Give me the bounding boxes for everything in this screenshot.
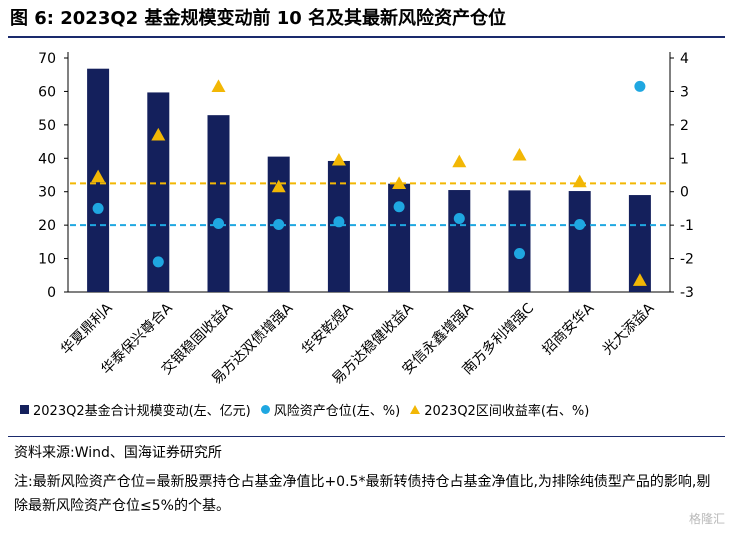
left-tick-label: 0 bbox=[47, 285, 56, 301]
left-tick-label: 20 bbox=[38, 218, 56, 234]
triangle-point bbox=[392, 176, 407, 189]
bar bbox=[207, 115, 230, 292]
dot-point bbox=[393, 201, 405, 213]
triangle-point bbox=[632, 273, 647, 286]
dot-point bbox=[213, 217, 224, 229]
dot-point bbox=[333, 216, 345, 228]
bar-series bbox=[87, 68, 651, 292]
triangle-point bbox=[331, 152, 346, 166]
category-label: 华安乾煜A bbox=[299, 300, 357, 358]
triangle-point bbox=[91, 169, 106, 183]
dot-point bbox=[634, 80, 646, 92]
bar bbox=[448, 190, 471, 292]
figure-title: 图 6: 2023Q2 基金规模变动前 10 名及其最新风险资产仓位 bbox=[10, 8, 507, 29]
category-label: 招商安华A bbox=[540, 300, 598, 358]
legend-triangle-label: 2023Q2区间收益率(右、%) bbox=[424, 403, 590, 419]
dot-series bbox=[92, 80, 646, 268]
title-divider bbox=[8, 36, 725, 38]
dot-point bbox=[152, 256, 164, 268]
dot-point bbox=[92, 202, 104, 214]
legend-item-triangle: 2023Q2区间收益率(右、%) bbox=[410, 400, 589, 419]
dot-point bbox=[514, 248, 525, 260]
dot-point bbox=[574, 218, 586, 230]
legend-bar-label: 2023Q2基金合计规模变动(左、亿元) bbox=[33, 403, 251, 419]
tick-labels: 010203040506070-3-2-101234华夏鼎利A华泰保兴尊合A交银… bbox=[38, 51, 694, 388]
watermark-logo: 格隆汇 bbox=[688, 512, 725, 526]
legend-dot-label: 风险资产仓位(左、%) bbox=[273, 403, 401, 419]
right-tick-label: -3 bbox=[680, 285, 694, 301]
right-tick-label: 0 bbox=[680, 185, 689, 201]
triangle-point bbox=[271, 179, 286, 193]
triangle-series bbox=[91, 79, 647, 286]
chart-legend: 2023Q2基金合计规模变动(左、亿元) 风险资产仓位(左、%) 2023Q2区… bbox=[20, 398, 720, 420]
legend-bar-swatch bbox=[20, 404, 29, 414]
dot-point bbox=[453, 212, 465, 224]
legend-item-dot: 风险资产仓位(左、%) bbox=[260, 400, 401, 419]
left-tick-label: 50 bbox=[38, 118, 56, 134]
combo-chart: 010203040506070-3-2-101234华夏鼎利A华泰保兴尊合A交银… bbox=[38, 51, 694, 388]
triangle-point bbox=[512, 147, 527, 161]
bar bbox=[388, 183, 411, 292]
dot-point bbox=[273, 218, 285, 230]
footnote: 注:最新风险资产仓位=最新股票持仓占基金净值比+0.5*最新转债持仓占基金净值比… bbox=[14, 474, 711, 514]
triangle-point bbox=[452, 154, 467, 168]
source-note: 资料来源:Wind、国海证券研究所 bbox=[14, 445, 222, 461]
triangle-point bbox=[572, 174, 587, 188]
left-tick-label: 60 bbox=[38, 84, 56, 100]
category-label: 光大添益A bbox=[600, 300, 658, 358]
right-tick-label: -2 bbox=[680, 252, 694, 268]
right-tick-label: 3 bbox=[680, 84, 689, 100]
legend-dot-swatch bbox=[260, 404, 270, 414]
left-tick-label: 70 bbox=[38, 51, 56, 67]
bar bbox=[568, 191, 591, 292]
bar bbox=[508, 190, 531, 292]
right-tick-label: -1 bbox=[680, 218, 694, 234]
left-tick-label: 10 bbox=[38, 252, 56, 268]
right-tick-label: 2 bbox=[680, 118, 689, 134]
left-tick-label: 40 bbox=[38, 151, 56, 167]
left-tick-label: 30 bbox=[38, 185, 56, 201]
legend-triangle-swatch bbox=[410, 404, 421, 414]
bar bbox=[147, 92, 170, 292]
right-tick-label: 1 bbox=[680, 151, 689, 167]
bar bbox=[628, 195, 651, 292]
triangle-point bbox=[211, 79, 226, 93]
footer-divider bbox=[8, 436, 725, 437]
category-label: 华夏鼎利A bbox=[58, 300, 116, 358]
triangle-point bbox=[151, 127, 166, 141]
legend-item-bar: 2023Q2基金合计规模变动(左、亿元) bbox=[20, 400, 251, 419]
right-tick-label: 4 bbox=[680, 51, 689, 67]
